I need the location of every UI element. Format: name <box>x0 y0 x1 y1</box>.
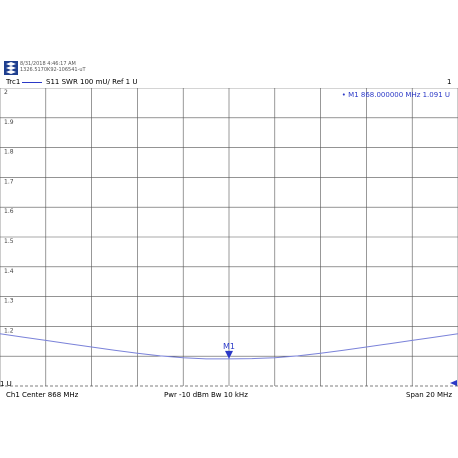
marker-readout: • M1 868.000000 MHz 1.091 U <box>341 91 450 99</box>
header-instrument-id: 1326.5170K92-106541-uT <box>20 67 86 73</box>
y-tick-labels: 2 1.9 1.8 1.7 1.6 1.5 1.4 1.3 1.2 <box>4 89 14 334</box>
y-tick-label: 1.5 <box>4 238 14 245</box>
chart-grid <box>0 88 458 387</box>
trace-index: 1 <box>447 78 452 86</box>
trace-name: Trc1 <box>6 78 21 86</box>
swr-trace-line <box>0 333 458 360</box>
marker-m1-triangle <box>225 350 233 359</box>
y-tick-label: 1.4 <box>4 268 14 275</box>
y-tick-label: 1.3 <box>4 298 14 305</box>
reference-level-label: 1 U <box>0 380 12 388</box>
footer-power-bandwidth: Pwr -10 dBm Bw 10 kHz <box>164 391 248 399</box>
footer-channel: Ch1 Center 868 MHz <box>6 391 79 399</box>
y-tick-label: 1.2 <box>4 327 14 334</box>
header-timestamp: 8/31/2018 4:46:17 AM <box>20 61 76 67</box>
trace-legend-line <box>22 82 42 83</box>
y-tick-label: 1.9 <box>4 119 14 126</box>
footer-span: Span 20 MHz <box>406 391 452 399</box>
y-tick-label: 1.8 <box>4 149 14 156</box>
y-tick-label: 1.7 <box>4 178 14 185</box>
marker-m1-label: M1 <box>223 342 235 351</box>
y-tick-label: 2 <box>4 89 8 96</box>
rohde-schwarz-logo <box>4 60 18 75</box>
reference-level-triangle <box>450 380 457 386</box>
marker-m1[interactable]: M1 <box>223 342 235 359</box>
y-tick-label: 1.6 <box>4 208 14 215</box>
trace-description: S11 SWR 100 mU/ Ref 1 U <box>46 78 138 86</box>
swr-chart: 2 1.9 1.8 1.7 1.6 1.5 1.4 1.3 1.2 M1 <box>0 88 458 387</box>
